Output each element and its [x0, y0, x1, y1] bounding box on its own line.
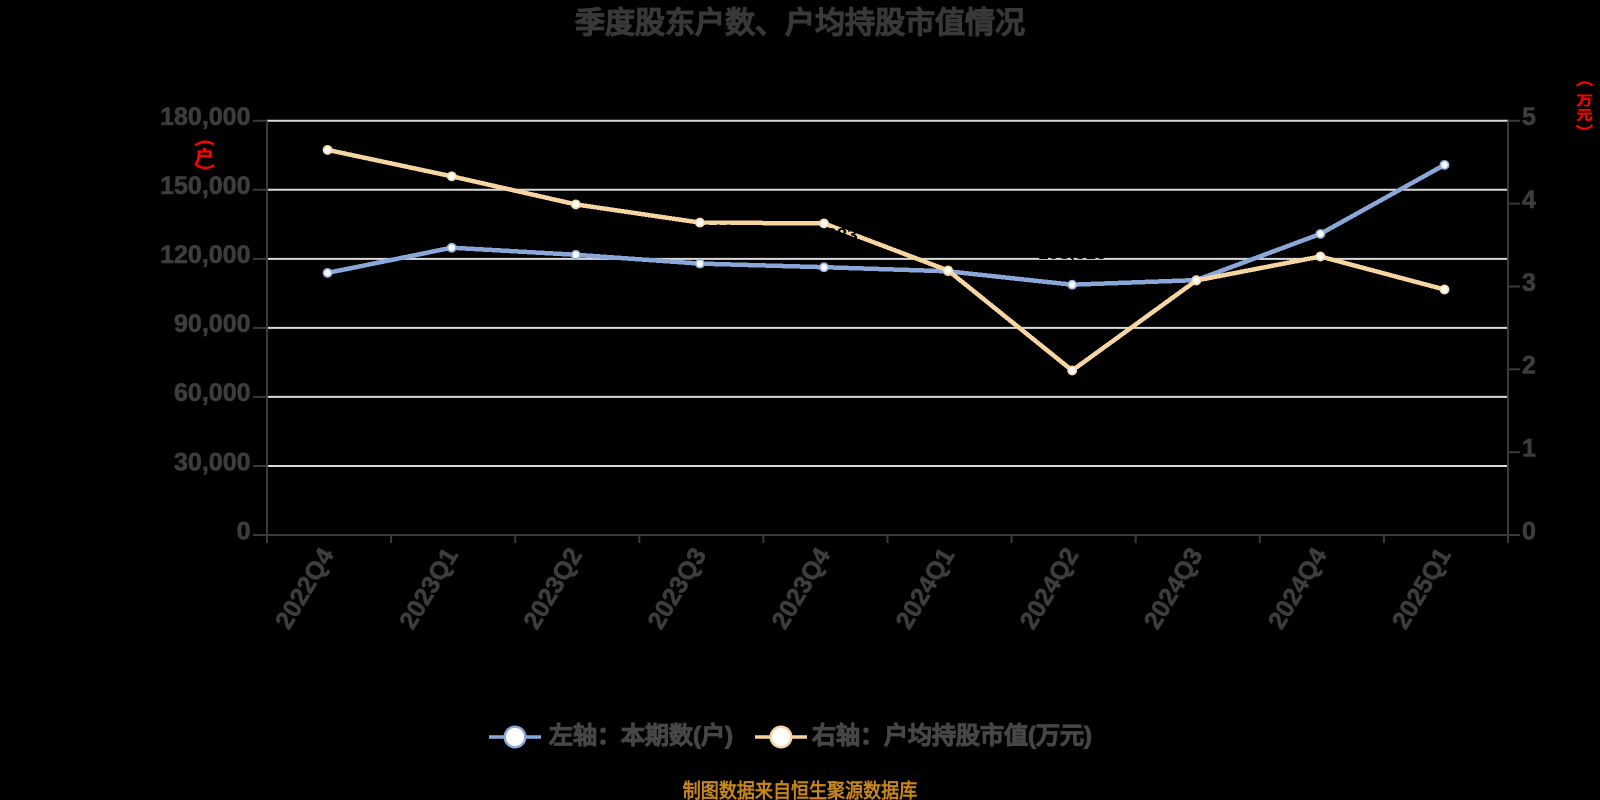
svg-text:113,979: 113,979 [914, 230, 982, 251]
svg-text:0: 0 [237, 517, 251, 545]
svg-text:户: 户 [195, 147, 214, 165]
svg-text:0: 0 [1522, 517, 1536, 545]
svg-text:30,000: 30,000 [174, 448, 250, 476]
svg-text:季度股东户数、户均持股市值情况: 季度股东户数、户均持股市值情况 [575, 6, 1025, 40]
svg-text:121,830: 121,830 [541, 213, 610, 234]
svg-text:60,000: 60,000 [174, 379, 250, 407]
svg-text:4: 4 [1522, 186, 1536, 214]
svg-text:180,000: 180,000 [160, 103, 250, 131]
svg-text:160,906: 160,906 [1410, 123, 1479, 144]
svg-text:3: 3 [1522, 269, 1536, 297]
svg-text:124,888: 124,888 [417, 206, 486, 227]
svg-text:2: 2 [1522, 352, 1536, 380]
svg-text:150,000: 150,000 [160, 172, 250, 200]
svg-text:130,921: 130,921 [1286, 192, 1355, 213]
svg-text:113,961: 113,961 [294, 231, 362, 252]
svg-text:5: 5 [1522, 103, 1536, 131]
svg-text:右轴：户均持股市值(万元): 右轴：户均持股市值(万元) [812, 722, 1092, 750]
svg-text:120,000: 120,000 [160, 241, 250, 269]
svg-text:元: 元 [1577, 108, 1594, 123]
svg-text:110,847: 110,847 [1162, 239, 1230, 260]
svg-text:108,815: 108,815 [1038, 243, 1107, 264]
svg-text:制图数据来自恒生聚源数据库: 制图数据来自恒生聚源数据库 [683, 779, 918, 800]
svg-text:万: 万 [1575, 94, 1592, 109]
svg-text:90,000: 90,000 [174, 310, 250, 338]
svg-text:118,012: 118,012 [666, 222, 734, 243]
svg-text:116,383: 116,383 [790, 226, 858, 247]
svg-text:左轴：本期数(户): 左轴：本期数(户) [549, 722, 733, 750]
svg-text:1: 1 [1522, 435, 1536, 463]
